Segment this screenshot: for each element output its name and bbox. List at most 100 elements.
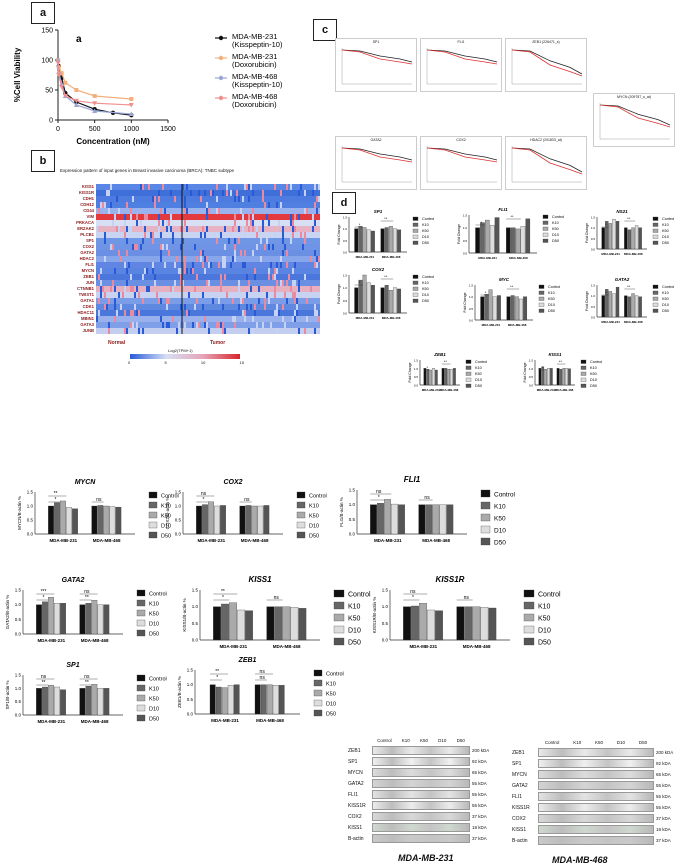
heatmap-cell bbox=[200, 250, 202, 256]
heatmap-cell bbox=[310, 286, 312, 292]
bar bbox=[266, 684, 273, 715]
bar bbox=[384, 499, 391, 535]
significance-label: ** bbox=[627, 284, 631, 289]
heatmap-cell bbox=[314, 184, 316, 190]
heatmap-cell bbox=[124, 310, 126, 316]
heatmap-cell bbox=[144, 214, 146, 220]
legend-label: K50 bbox=[149, 612, 159, 618]
significance-label: ns bbox=[84, 674, 90, 680]
heatmap-cell bbox=[292, 316, 294, 322]
legend-marker bbox=[218, 55, 224, 61]
bar bbox=[538, 368, 542, 386]
heatmap-row bbox=[96, 274, 320, 280]
bar bbox=[278, 685, 285, 715]
wb-band bbox=[538, 803, 654, 812]
heatmap-cell bbox=[134, 304, 136, 310]
bar bbox=[484, 294, 489, 321]
data-point bbox=[59, 85, 65, 90]
x-tick-label: MDA-MB-231 bbox=[601, 252, 620, 256]
bar bbox=[272, 685, 279, 715]
y-tick-label: 1.5 bbox=[591, 284, 596, 288]
chart-title: FLI1 bbox=[498, 207, 508, 212]
heatmap-cell bbox=[172, 238, 174, 244]
heatmap-cell bbox=[118, 292, 120, 298]
bar bbox=[515, 228, 521, 254]
heatmap-cell bbox=[252, 214, 254, 220]
bar bbox=[506, 227, 511, 254]
bar bbox=[418, 504, 426, 535]
y-axis-label: SP1/B-actin % bbox=[5, 680, 10, 709]
significance-label: ** bbox=[85, 680, 89, 686]
legend-label: (Kisspeptin-10) bbox=[232, 80, 283, 89]
bar bbox=[298, 608, 307, 641]
heatmap-cell bbox=[252, 328, 254, 334]
legend-label: K10 bbox=[662, 223, 669, 227]
legend-label: K10 bbox=[309, 504, 319, 510]
x-tick-label: MDA-MB-468 bbox=[81, 719, 109, 724]
legend-swatch bbox=[580, 365, 587, 370]
y-axis-label: Fold Change bbox=[585, 291, 589, 311]
significance-label: * bbox=[481, 220, 483, 225]
panel-label-c: c bbox=[313, 19, 337, 41]
heatmap-cell bbox=[104, 232, 106, 238]
heatmap-cell bbox=[204, 322, 206, 328]
legend-swatch bbox=[465, 359, 472, 364]
heatmap-cell bbox=[192, 322, 194, 328]
legend-swatch bbox=[652, 290, 659, 295]
heatmap-cell bbox=[142, 298, 144, 304]
heatmap-cell bbox=[196, 274, 198, 280]
legend-label: Control bbox=[309, 494, 327, 500]
heatmap-cell bbox=[274, 274, 276, 280]
heatmap-cell bbox=[136, 322, 138, 328]
heatmap-cell bbox=[248, 196, 250, 202]
heatmap-cell bbox=[110, 202, 112, 208]
bar bbox=[213, 606, 221, 641]
heatmap-cell bbox=[144, 232, 146, 238]
chart-title: FLI1 bbox=[404, 475, 421, 484]
km-curve-low bbox=[511, 49, 583, 75]
heatmap-cell bbox=[292, 232, 294, 238]
heatmap-cell bbox=[266, 238, 268, 244]
legend-label: K10 bbox=[149, 602, 159, 608]
heatmap-gene-label: GATA1 bbox=[80, 298, 94, 303]
heatmap-cell bbox=[204, 190, 206, 196]
heatmap-cell bbox=[248, 214, 250, 220]
wb-kda-label: 37 kDA bbox=[472, 836, 487, 841]
bar bbox=[370, 284, 375, 314]
chart-title: KISS1R bbox=[436, 575, 465, 584]
chart-title: MYCN bbox=[75, 479, 97, 486]
bar bbox=[215, 686, 222, 715]
wb-lane-header: Control K10 K50 D10 D50 bbox=[538, 740, 654, 745]
heatmap-cell bbox=[226, 184, 228, 190]
heatmap-row bbox=[96, 268, 320, 274]
wb-kda-label: 55 kDA bbox=[656, 805, 671, 810]
y-tick-label: 1.5 bbox=[469, 284, 474, 288]
heatmap-cell bbox=[286, 280, 288, 286]
wb-protein-label: COX2 bbox=[512, 816, 526, 822]
heatmap-cell bbox=[188, 310, 190, 316]
heatmap-cell bbox=[268, 298, 270, 304]
heatmap-row bbox=[96, 232, 320, 238]
heatmap-cell bbox=[234, 316, 236, 322]
heatmap-cell bbox=[282, 226, 284, 232]
legend-label: Control bbox=[475, 360, 487, 364]
significance-label: * bbox=[426, 365, 428, 370]
legend-swatch bbox=[296, 521, 306, 529]
wb-band bbox=[538, 836, 654, 845]
heatmap-cell bbox=[296, 310, 298, 316]
heatmap-cell bbox=[114, 214, 116, 220]
heatmap-group-normal: Normal bbox=[108, 340, 126, 346]
bar bbox=[282, 606, 291, 641]
heatmap-tick: 15 bbox=[239, 360, 244, 365]
significance-label: ns bbox=[260, 669, 266, 675]
heatmap-cell bbox=[252, 250, 254, 256]
heatmap-cell bbox=[278, 220, 280, 226]
legend-label: K10 bbox=[494, 504, 506, 511]
heatmap-cell bbox=[274, 232, 276, 238]
legend-swatch bbox=[542, 220, 549, 225]
heatmap-cell bbox=[180, 304, 182, 310]
bar bbox=[227, 685, 234, 715]
legend-label: K50 bbox=[309, 514, 319, 520]
legend-swatch bbox=[465, 377, 472, 382]
bar bbox=[370, 230, 375, 253]
